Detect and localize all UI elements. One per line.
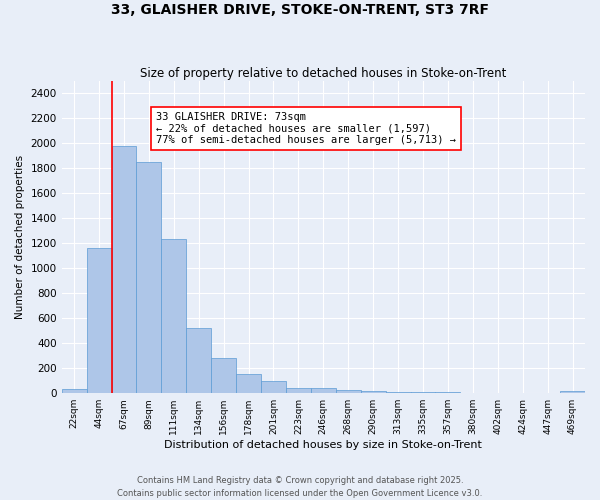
Bar [261,382,286,393]
Bar [86,248,112,393]
Bar [386,392,410,393]
Bar [361,391,386,393]
Bar [211,358,236,393]
Bar [186,328,211,393]
Y-axis label: Number of detached properties: Number of detached properties [15,155,25,319]
Bar [62,390,86,393]
Bar [236,374,261,393]
Bar [286,388,311,393]
Bar [485,392,510,393]
Text: 33, GLAISHER DRIVE, STOKE-ON-TRENT, ST3 7RF: 33, GLAISHER DRIVE, STOKE-ON-TRENT, ST3 … [111,2,489,16]
Text: 33 GLAISHER DRIVE: 73sqm
← 22% of detached houses are smaller (1,597)
77% of sem: 33 GLAISHER DRIVE: 73sqm ← 22% of detach… [156,112,456,145]
Bar [336,390,361,393]
Bar [460,392,485,393]
Bar [436,392,460,393]
Text: Contains HM Land Registry data © Crown copyright and database right 2025.
Contai: Contains HM Land Registry data © Crown c… [118,476,482,498]
Bar [410,392,436,393]
Bar [311,388,336,393]
Bar [161,240,186,393]
Bar [112,146,136,393]
Bar [136,162,161,393]
Title: Size of property relative to detached houses in Stoke-on-Trent: Size of property relative to detached ho… [140,66,506,80]
Bar [560,391,585,393]
X-axis label: Distribution of detached houses by size in Stoke-on-Trent: Distribution of detached houses by size … [164,440,482,450]
